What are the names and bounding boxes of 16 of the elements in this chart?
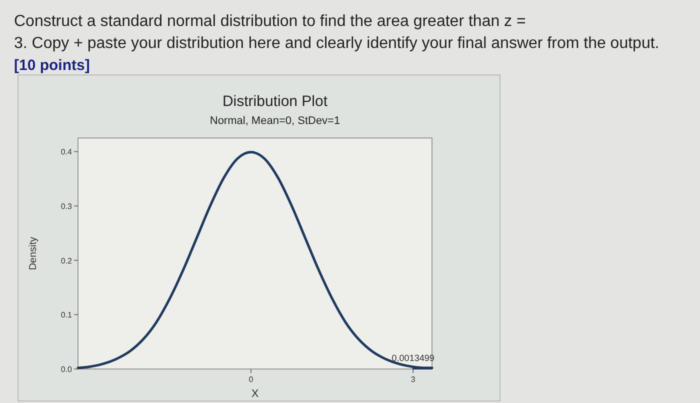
x-tick-label: 3 <box>410 375 416 384</box>
y-tick-label: 0.2 <box>60 256 73 266</box>
text: Construct a standard normal distribution to find the area greater than z = <box>14 13 526 30</box>
annotation: 0.0013499 <box>392 352 434 363</box>
text: 3. Copy + paste your distribution here and clearly identify your final answer from the output. <box>14 35 660 52</box>
y-tick-label: 0.3 <box>60 202 73 211</box>
y-tick-label: 0.1 <box>60 310 73 320</box>
chart-subtitle: Normal, Mean=0, StDev=1 <box>210 115 340 127</box>
x-axis-title: X <box>251 388 260 400</box>
line-series <box>76 150 434 370</box>
text: [10 points] <box>14 57 90 74</box>
y-tick-label: 0.4 <box>60 148 73 157</box>
y-axis-title: Density <box>28 236 39 270</box>
y-tick-label: 0.0 <box>60 365 73 374</box>
x-tick-label: 0 <box>248 375 254 384</box>
chart-title: Distribution Plot <box>222 93 328 110</box>
